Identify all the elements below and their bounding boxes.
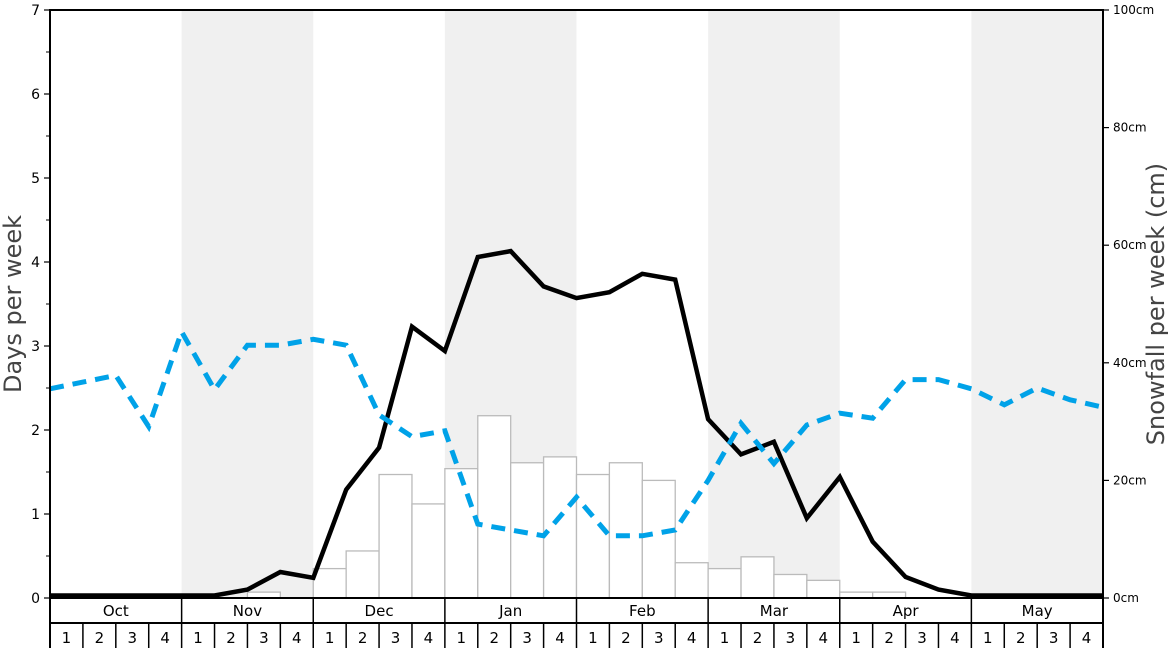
snowfall-bar xyxy=(806,579,841,599)
week-label: 1 xyxy=(851,629,861,647)
y-axis-label-left: Days per week xyxy=(0,215,27,393)
snowfall-bar xyxy=(707,567,742,599)
y-tick-label-right: 60cm xyxy=(1113,238,1147,252)
y-tick-label-left: 3 xyxy=(31,339,40,355)
y-tick-label-right: 80cm xyxy=(1113,121,1147,135)
month-label-oct: Oct xyxy=(103,602,129,620)
week-label: 4 xyxy=(687,629,697,647)
week-label: 3 xyxy=(391,629,401,647)
y-tick-label-right: 0cm xyxy=(1113,591,1139,605)
week-label: 3 xyxy=(786,629,796,647)
snowfall-bar xyxy=(608,462,643,599)
week-label: 1 xyxy=(193,629,203,647)
week-label: 4 xyxy=(555,629,565,647)
month-label-feb: Feb xyxy=(629,602,656,620)
week-label: 2 xyxy=(489,629,499,647)
week-label: 4 xyxy=(950,629,960,647)
snowfall-bar xyxy=(575,473,611,599)
week-label: 1 xyxy=(62,629,72,647)
week-label: 2 xyxy=(1016,629,1026,647)
y-tick-label-left: 2 xyxy=(31,423,40,439)
month-label-nov: Nov xyxy=(233,602,262,620)
snowfall-bar xyxy=(477,415,512,599)
month-shade-nov xyxy=(181,10,314,598)
week-label: 2 xyxy=(226,629,236,647)
week-label: 1 xyxy=(588,629,598,647)
y-tick-label-left: 7 xyxy=(31,3,40,19)
snowfall-bar xyxy=(773,573,808,599)
week-label: 2 xyxy=(884,629,894,647)
week-label: 2 xyxy=(621,629,631,647)
y-tick-label-right: 20cm xyxy=(1113,473,1147,487)
y-tick-label-right: 100cm xyxy=(1113,3,1154,17)
snowfall-bar xyxy=(641,479,676,599)
y-tick-label-right: 40cm xyxy=(1113,356,1147,370)
month-shade-mar xyxy=(708,10,840,598)
snowfall-bar xyxy=(378,473,413,599)
month-label-dec: Dec xyxy=(365,602,394,620)
week-label: 3 xyxy=(259,629,269,647)
month-shade-may xyxy=(971,10,1103,598)
week-label: 2 xyxy=(753,629,763,647)
week-label: 3 xyxy=(654,629,664,647)
snowfall-bar xyxy=(740,556,775,599)
month-label-mar: Mar xyxy=(760,602,789,620)
y-tick-label-left: 5 xyxy=(31,171,40,187)
week-label: 4 xyxy=(292,629,302,647)
solid-line-series xyxy=(50,248,1103,598)
snowfall-bar xyxy=(411,503,446,599)
snowfall-bar xyxy=(674,562,709,599)
month-label-apr: Apr xyxy=(893,602,920,620)
month-label-jan: Jan xyxy=(498,602,522,620)
week-label: 4 xyxy=(1082,629,1092,647)
dashed-line-series xyxy=(49,325,1104,539)
month-label-may: May xyxy=(1022,602,1053,620)
y-tick-label-left: 4 xyxy=(31,255,40,271)
snowfall-bar xyxy=(542,456,578,599)
week-label: 4 xyxy=(819,629,829,647)
week-label: 2 xyxy=(358,629,368,647)
y-tick-label-left: 6 xyxy=(31,87,40,103)
week-label: 3 xyxy=(127,629,137,647)
week-label: 1 xyxy=(457,629,467,647)
y-axis-label-right: Snowfall per week (cm) xyxy=(1142,163,1168,445)
week-label: 2 xyxy=(95,629,105,647)
snowfall-bar xyxy=(345,550,380,599)
week-label: 3 xyxy=(1049,629,1059,647)
y-tick-label-left: 0 xyxy=(31,591,40,607)
week-label: 1 xyxy=(720,629,730,647)
week-label: 4 xyxy=(160,629,170,647)
week-label: 4 xyxy=(424,629,434,647)
snowfall-bar xyxy=(444,467,479,599)
week-label: 3 xyxy=(917,629,927,647)
snowfall-bar xyxy=(312,567,347,599)
week-label: 3 xyxy=(522,629,532,647)
y-tick-label-left: 1 xyxy=(31,507,40,523)
week-label: 1 xyxy=(325,629,335,647)
week-label: 1 xyxy=(983,629,993,647)
